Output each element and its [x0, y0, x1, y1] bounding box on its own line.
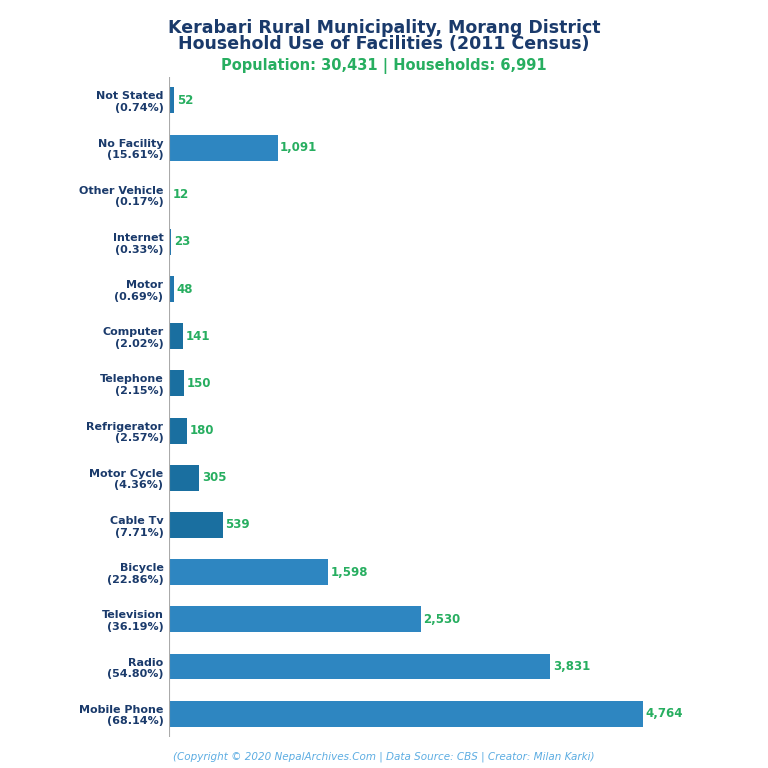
Bar	[169, 465, 200, 491]
Bar	[169, 229, 171, 255]
Text: 23: 23	[174, 236, 190, 248]
Bar	[169, 607, 421, 632]
Bar	[169, 323, 183, 349]
Text: 52: 52	[177, 94, 193, 107]
Text: Kerabari Rural Municipality, Morang District: Kerabari Rural Municipality, Morang Dist…	[167, 19, 601, 37]
Text: 1,091: 1,091	[280, 141, 317, 154]
Text: 3,831: 3,831	[553, 660, 590, 673]
Bar	[169, 182, 170, 207]
Text: 539: 539	[225, 518, 250, 531]
Bar	[169, 700, 643, 727]
Bar	[169, 512, 223, 538]
Text: 180: 180	[190, 424, 214, 437]
Text: 12: 12	[173, 188, 189, 201]
Bar	[169, 134, 277, 161]
Text: (Copyright © 2020 NepalArchives.Com | Data Source: CBS | Creator: Milan Karki): (Copyright © 2020 NepalArchives.Com | Da…	[174, 751, 594, 762]
Text: Population: 30,431 | Households: 6,991: Population: 30,431 | Households: 6,991	[221, 58, 547, 74]
Bar	[169, 88, 174, 114]
Text: 4,764: 4,764	[646, 707, 683, 720]
Text: 48: 48	[176, 283, 193, 296]
Text: 2,530: 2,530	[423, 613, 461, 626]
Bar	[169, 654, 550, 680]
Bar	[169, 276, 174, 302]
Text: 305: 305	[202, 472, 227, 485]
Bar	[169, 370, 184, 396]
Bar	[169, 559, 328, 585]
Text: Household Use of Facilities (2011 Census): Household Use of Facilities (2011 Census…	[178, 35, 590, 52]
Text: 1,598: 1,598	[330, 566, 368, 578]
Text: 141: 141	[186, 329, 210, 343]
Text: 150: 150	[187, 377, 211, 390]
Bar	[169, 418, 187, 444]
